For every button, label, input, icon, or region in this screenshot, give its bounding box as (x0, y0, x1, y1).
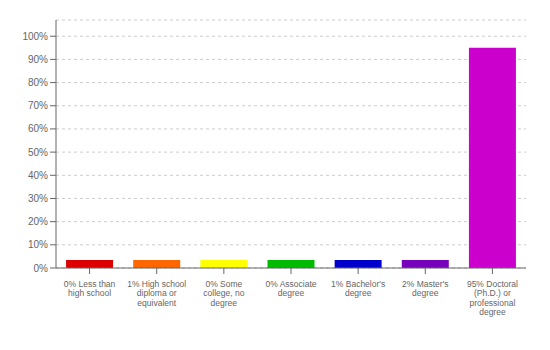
svg-text:10%: 10% (28, 239, 48, 250)
svg-text:0% Associatedegree: 0% Associatedegree (265, 279, 316, 298)
svg-text:40%: 40% (28, 170, 48, 181)
svg-text:2% Master'sdegree: 2% Master'sdegree (402, 279, 449, 298)
svg-text:50%: 50% (28, 147, 48, 158)
svg-text:0% Somecollege, nodegree: 0% Somecollege, nodegree (203, 279, 244, 308)
svg-text:95% Doctoral(Ph.D.) orprofessi: 95% Doctoral(Ph.D.) orprofessionaldegree (467, 279, 518, 317)
svg-text:70%: 70% (28, 100, 48, 111)
svg-text:1% High schooldiploma orequiva: 1% High schooldiploma orequivalent (127, 279, 186, 308)
svg-text:30%: 30% (28, 193, 48, 204)
svg-text:90%: 90% (28, 54, 48, 65)
svg-text:100%: 100% (22, 31, 48, 42)
svg-text:80%: 80% (28, 77, 48, 88)
svg-text:0% Less thanhigh school: 0% Less thanhigh school (64, 279, 116, 298)
svg-text:0%: 0% (34, 263, 49, 274)
svg-text:1% Bachelor'sdegree: 1% Bachelor'sdegree (331, 279, 385, 298)
svg-text:20%: 20% (28, 216, 48, 227)
svg-text:60%: 60% (28, 123, 48, 134)
